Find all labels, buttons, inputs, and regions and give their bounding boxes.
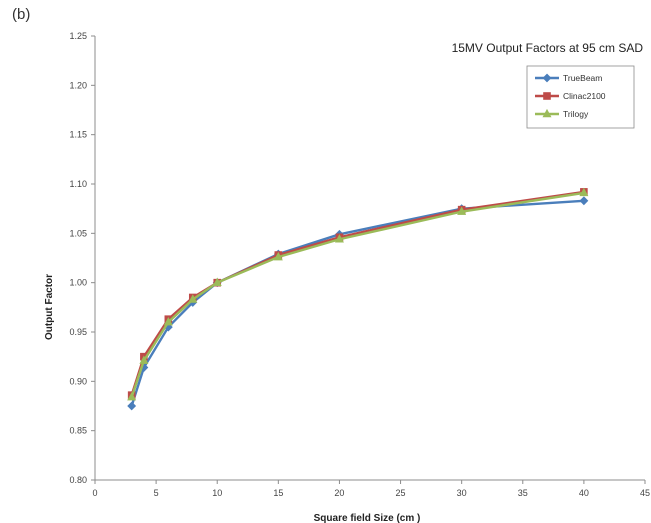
- x-tick-label: 40: [579, 488, 589, 498]
- series-truebeam: [127, 196, 589, 411]
- series-trilogy: [127, 187, 589, 401]
- panel-label: (b): [12, 6, 31, 23]
- legend-label: Clinac2100: [563, 91, 606, 101]
- x-tick-label: 45: [640, 488, 650, 498]
- x-tick-label: 35: [518, 488, 528, 498]
- y-tick-label: 1.00: [69, 278, 87, 288]
- data-point: [334, 234, 344, 243]
- series-group: [127, 187, 589, 411]
- y-tick-label: 0.95: [69, 327, 87, 337]
- x-tick-label: 5: [154, 488, 159, 498]
- series-clinac2100: [127, 188, 588, 399]
- y-tick-label: 1.10: [69, 179, 87, 189]
- legend-item: TrueBeam: [535, 73, 602, 83]
- axes: 0.80 0.85 0.90 0.95 1.00 1.05 1.10 1.15 1.20 1.25…: [69, 31, 650, 498]
- legend-swatch-marker: [542, 73, 552, 83]
- data-point: [579, 196, 589, 206]
- legend-label: Trilogy: [563, 109, 589, 119]
- x-tick-label: 30: [457, 488, 467, 498]
- data-point: [579, 187, 589, 197]
- legend-item: Trilogy: [535, 108, 589, 119]
- y-tick-label: 1.25: [69, 31, 87, 41]
- y-tick-label: 0.80: [69, 475, 87, 485]
- legend-swatch-marker: [542, 108, 552, 118]
- x-axis-title: Square field Size (cm ): [314, 513, 421, 523]
- data-point: [163, 316, 173, 326]
- x-tick-label: 15: [273, 488, 283, 498]
- x-tick-label: 20: [334, 488, 344, 498]
- data-point: [273, 251, 283, 261]
- y-tick-label: 0.85: [69, 426, 87, 436]
- chart-title: 15MV Output Factors at 95 cm SAD: [452, 41, 644, 55]
- x-tick-label: 25: [396, 488, 406, 498]
- data-point: [127, 391, 137, 401]
- y-tick-label: 1.15: [69, 130, 87, 140]
- legend: TrueBeam Clinac2100 Trilogy: [526, 65, 635, 129]
- series-line: [130, 199, 584, 407]
- legend-item: Clinac2100: [535, 91, 606, 101]
- y-tick-label: 1.20: [69, 80, 87, 90]
- series-line: [130, 191, 585, 398]
- legend-label: TrueBeam: [563, 73, 602, 83]
- x-tick-label: 10: [212, 488, 222, 498]
- y-tick-label: 1.05: [69, 228, 87, 238]
- data-point: [188, 294, 198, 303]
- data-point: [139, 355, 149, 364]
- data-point: [212, 277, 222, 286]
- data-point: [457, 206, 467, 215]
- y-axis-title: Output Factor: [44, 274, 55, 340]
- x-tick-label: 0: [92, 488, 97, 498]
- y-tick-label: 0.90: [69, 376, 87, 386]
- legend-swatch-marker: [543, 92, 551, 100]
- data-point: [127, 401, 137, 411]
